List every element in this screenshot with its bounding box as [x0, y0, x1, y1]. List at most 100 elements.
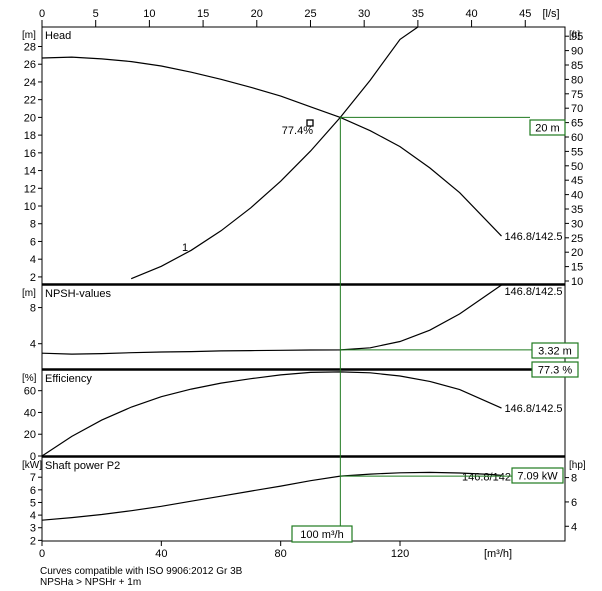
flow-value-label: 100 m³/h	[300, 529, 343, 541]
head-value-label-box	[529, 119, 566, 136]
efficiency-value-label: 77.3 %	[538, 365, 572, 377]
top-axis-tick-label: 25	[304, 8, 316, 20]
left-axis-tick-label: 4	[30, 510, 36, 522]
right-axis-tick-label: 25	[571, 233, 583, 245]
bep-marker	[306, 119, 314, 127]
left-axis-tick-label: 6	[30, 236, 36, 248]
panel-title: Efficiency	[45, 373, 92, 385]
left-axis-tick-label: 26	[24, 59, 36, 71]
bottom-axis-tick-label: 0	[39, 548, 45, 560]
series-label: 146.8/142.5	[504, 231, 562, 243]
left-axis-tick-label: 2	[30, 535, 36, 547]
system-curve-label: 1	[182, 242, 188, 254]
panel-title: NPSH-values	[45, 288, 112, 300]
right-axis-tick-label: 15	[571, 262, 583, 274]
left-axis-tick-label: 8	[30, 219, 36, 231]
right-axis-tick-label: 20	[571, 247, 583, 259]
left-axis-tick-label: 12	[24, 183, 36, 195]
series-curve	[41, 471, 502, 521]
left-axis-tick-label: 16	[24, 148, 36, 160]
left-axis-tick-label: 20	[24, 429, 36, 441]
left-axis-tick-label: 28	[24, 41, 36, 53]
top-axis-tick-label: 0	[39, 8, 45, 20]
right-axis-tick-label: 90	[571, 46, 583, 58]
left-axis-tick-label: 3	[30, 523, 36, 535]
flow-value-label-box	[291, 525, 353, 543]
left-axis-tick-label: 6	[30, 485, 36, 497]
bottom-axis-tick-label: 80	[275, 548, 287, 560]
right-axis-tick-label: 95	[571, 31, 583, 43]
series-curve	[130, 26, 419, 280]
left-axis-tick-label: 0	[30, 451, 36, 463]
top-axis-tick-label: 40	[465, 8, 477, 20]
panel-frame	[41, 284, 566, 370]
npsh-note: NPSHa > NPSHr + 1m	[40, 577, 142, 588]
bottom-axis-tick-label: 40	[155, 548, 167, 560]
head-value-label: 20 m	[535, 123, 559, 135]
panel-title: Head	[45, 30, 71, 42]
right-axis-tick-label: 70	[571, 103, 583, 115]
bottom-axis-tick-label: 120	[391, 548, 409, 560]
panel-frame	[41, 26, 566, 285]
left-axis-unit: [%]	[22, 373, 37, 384]
right-axis-tick-label: 8	[571, 473, 577, 485]
left-axis-tick-label: 2	[30, 272, 36, 284]
right-axis-tick-label: 55	[571, 146, 583, 158]
top-axis-tick-label: 5	[93, 8, 99, 20]
right-axis-tick-label: 10	[571, 276, 583, 288]
power-value-label-box	[511, 467, 564, 484]
left-axis-tick-label: 4	[30, 339, 36, 351]
left-axis-tick-label: 40	[24, 407, 36, 419]
top-axis-unit: [l/s]	[542, 8, 559, 20]
series-label: 146.8/142.5	[504, 286, 562, 298]
right-axis-tick-label: 80	[571, 74, 583, 86]
right-axis-tick-label: 35	[571, 204, 583, 216]
bep-efficiency-label: 77.4%	[282, 125, 313, 137]
right-axis-tick-label: 50	[571, 161, 583, 173]
right-axis-tick-label: 40	[571, 190, 583, 202]
top-axis-tick-label: 10	[143, 8, 155, 20]
left-axis-tick-label: 10	[24, 201, 36, 213]
right-axis-tick-label: 60	[571, 132, 583, 144]
series-curve	[41, 371, 502, 457]
compliance-note: Curves compatible with ISO 9906:2012 Gr …	[40, 566, 243, 577]
npsh-value-label: 3.32 m	[538, 346, 572, 358]
right-axis-tick-label: 30	[571, 218, 583, 230]
right-axis-tick-label: 6	[571, 497, 577, 509]
bottom-axis-unit: [m³/h]	[484, 548, 512, 560]
left-axis-tick-label: 7	[30, 472, 36, 484]
right-axis-unit: [ft]	[569, 30, 580, 41]
right-axis-tick-label: 75	[571, 89, 583, 101]
top-axis-tick-label: 30	[358, 8, 370, 20]
series-label: 146.8/142.5	[504, 403, 562, 415]
top-axis-tick-label: 20	[251, 8, 263, 20]
left-axis-tick-label: 22	[24, 95, 36, 107]
top-axis-tick-label: 45	[519, 8, 531, 20]
left-axis-unit: [m]	[22, 30, 36, 41]
right-axis-tick-label: 65	[571, 118, 583, 130]
left-axis-unit: [kW]	[22, 460, 42, 471]
left-axis-tick-label: 8	[30, 303, 36, 315]
left-axis-tick-label: 18	[24, 130, 36, 142]
left-axis-tick-label: 5	[30, 497, 36, 509]
right-axis-tick-label: 45	[571, 175, 583, 187]
left-axis-tick-label: 4	[30, 254, 36, 266]
efficiency-value-label-box	[531, 361, 579, 378]
left-axis-tick-label: 60	[24, 386, 36, 398]
top-axis-tick-label: 35	[412, 8, 424, 20]
right-axis-unit: [hp]	[569, 460, 586, 471]
right-axis-tick-label: 85	[571, 60, 583, 72]
series-curve	[41, 284, 502, 355]
right-axis-tick-label: 4	[571, 521, 577, 533]
panel-title: Shaft power P2	[45, 460, 120, 472]
left-axis-tick-label: 24	[24, 77, 36, 89]
series-curve	[41, 56, 502, 237]
npsh-value-label-box	[531, 342, 579, 359]
left-axis-tick-label: 20	[24, 112, 36, 124]
left-axis-unit: [m]	[22, 288, 36, 299]
power-value-label: 7.09 kW	[517, 471, 558, 483]
panel-frame	[41, 369, 566, 457]
top-axis-tick-label: 15	[197, 8, 209, 20]
left-axis-tick-label: 14	[24, 166, 36, 178]
